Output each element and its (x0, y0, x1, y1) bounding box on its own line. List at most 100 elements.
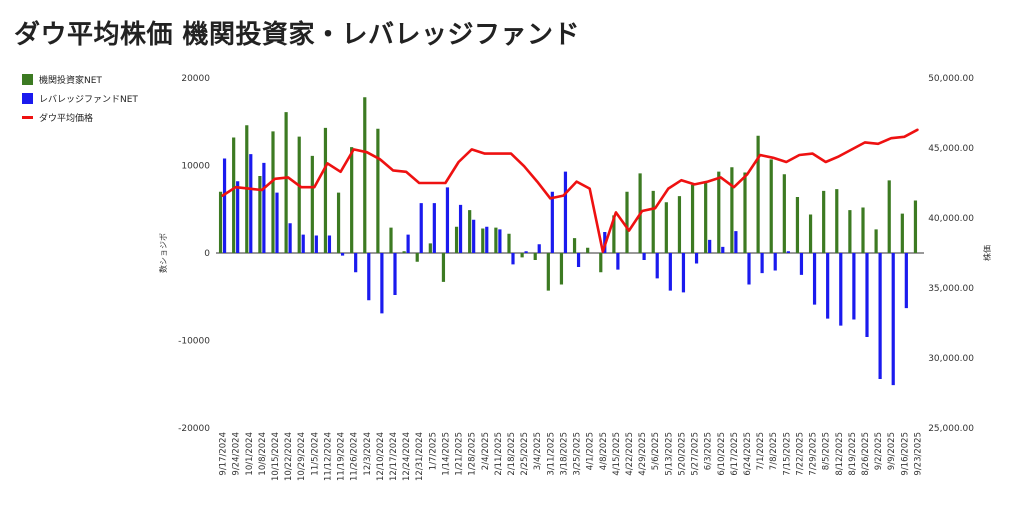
bar-leveraged (262, 162, 266, 253)
bar-leveraged (432, 203, 436, 253)
bar-leveraged (708, 239, 712, 253)
bar-institutional (586, 247, 590, 253)
legend-label-dow: ダウ平均価格 (39, 114, 94, 124)
x-tick-label: 1/28/2025 (468, 432, 478, 476)
bar-institutional (533, 253, 537, 260)
x-tick-label: 10/8/2024 (258, 432, 268, 476)
x-tick-label: 1/14/2025 (441, 432, 451, 476)
x-tick-label: 4/15/2025 (612, 432, 622, 476)
bar-leveraged (301, 234, 305, 253)
x-tick-label: 12/10/2024 (376, 432, 386, 481)
bar-institutional (546, 253, 550, 291)
bar-institutional (363, 97, 367, 253)
bar-leveraged (891, 253, 895, 386)
bar-institutional (690, 184, 695, 253)
bar-institutional (468, 210, 472, 253)
x-tick-label: 12/17/2024 (389, 432, 399, 481)
bar-leveraged (616, 253, 620, 270)
bar-institutional (612, 215, 616, 253)
x-tick-label: 4/22/2025 (625, 432, 635, 476)
bar-leveraged (275, 192, 279, 253)
bar-institutional (428, 243, 432, 253)
bar-institutional (232, 137, 236, 253)
legend: 機関投資家NET レバレッジファンドNET ダウ平均価格 (22, 70, 138, 127)
bar-leveraged (314, 235, 318, 253)
bar-institutional (402, 251, 406, 253)
bar-institutional (625, 191, 629, 253)
x-tick-label: 11/26/2024 (350, 432, 360, 481)
bar-institutional (677, 196, 682, 253)
x-tick-label: 7/15/2025 (782, 432, 792, 476)
bar-institutional (835, 189, 839, 253)
x-tick-label: 1/7/2025 (428, 432, 438, 470)
bar-leveraged (721, 246, 725, 253)
bar-institutional (782, 174, 786, 253)
bar-leveraged (655, 253, 659, 279)
bar-institutional (808, 214, 813, 253)
bar-leveraged (419, 203, 423, 253)
bar-institutional (664, 202, 668, 253)
bar-leveraged (760, 253, 764, 274)
y-right-axis-title: 株価 (982, 245, 992, 261)
bar-leveraged (445, 187, 450, 253)
x-tick-label: 5/27/2025 (691, 432, 701, 476)
bar-leveraged (340, 253, 345, 256)
x-tick-label: 4/1/2025 (586, 432, 596, 470)
bar-leveraged (563, 171, 568, 253)
bar-institutional (415, 253, 419, 262)
x-tick-label: 9/9/2025 (887, 432, 897, 470)
bar-leveraged (485, 226, 489, 253)
y-left-axis-title: 数ショジボ (158, 233, 168, 273)
bar-institutional (507, 233, 511, 253)
bar-leveraged (524, 251, 528, 253)
x-tick-label: 3/4/2025 (533, 432, 543, 470)
bar-leveraged (642, 253, 646, 260)
x-tick-label: 7/22/2025 (795, 432, 805, 476)
bar-leveraged (668, 253, 672, 291)
bar-leveraged (327, 235, 332, 253)
bar-leveraged (498, 229, 502, 253)
x-tick-label: 8/5/2025 (822, 432, 832, 470)
x-tick-label: 7/8/2025 (769, 432, 779, 470)
y-left-tick-label: 0 (204, 249, 210, 259)
x-tick-label: 6/24/2025 (743, 432, 753, 476)
bar-leveraged (865, 253, 869, 337)
bar-leveraged (288, 223, 292, 253)
bar-institutional (900, 213, 904, 253)
bar-leveraged (537, 244, 541, 253)
bar-institutional (704, 183, 708, 253)
bar-institutional (795, 197, 800, 253)
x-tick-label: 6/10/2025 (717, 432, 727, 476)
y-right-tick-label: 50,000.00 (928, 74, 974, 84)
bar-institutional (494, 227, 498, 253)
bar-institutional (481, 228, 485, 253)
bar-leveraged (236, 181, 240, 253)
y-right-tick-label: 40,000.00 (928, 214, 974, 224)
bar-institutional (651, 190, 655, 253)
bar-institutional (769, 159, 773, 253)
x-tick-label: 3/18/2025 (559, 432, 569, 476)
bar-leveraged (878, 253, 882, 379)
x-tick-label: 4/29/2025 (638, 432, 648, 476)
bar-leveraged (826, 253, 830, 319)
x-tick-label: 7/1/2025 (756, 432, 766, 470)
x-tick-label: 9/17/2024 (219, 432, 229, 476)
x-tick-label: 11/19/2024 (337, 432, 347, 481)
bar-leveraged (406, 234, 410, 253)
legend-label-leveraged: レバレッジファンドNET (39, 95, 138, 105)
x-tick-label: 10/22/2024 (284, 432, 294, 481)
chart-title: ダウ平均株価 機関投資家・レバレッジファンド (14, 20, 581, 50)
x-tick-label: 9/24/2024 (232, 432, 242, 476)
bar-institutional (822, 190, 826, 253)
x-tick-label: 1/21/2025 (455, 432, 465, 476)
x-tick-label: 9/2/2025 (874, 432, 884, 470)
bar-institutional (284, 112, 288, 253)
x-tick-label: 3/25/2025 (573, 432, 583, 476)
bar-institutional (756, 135, 760, 253)
x-tick-label: 11/5/2024 (310, 432, 320, 476)
bar-leveraged (694, 253, 699, 264)
bar-institutional (572, 238, 577, 253)
bar-institutional (848, 210, 852, 253)
x-tick-label: 9/16/2025 (900, 432, 910, 476)
